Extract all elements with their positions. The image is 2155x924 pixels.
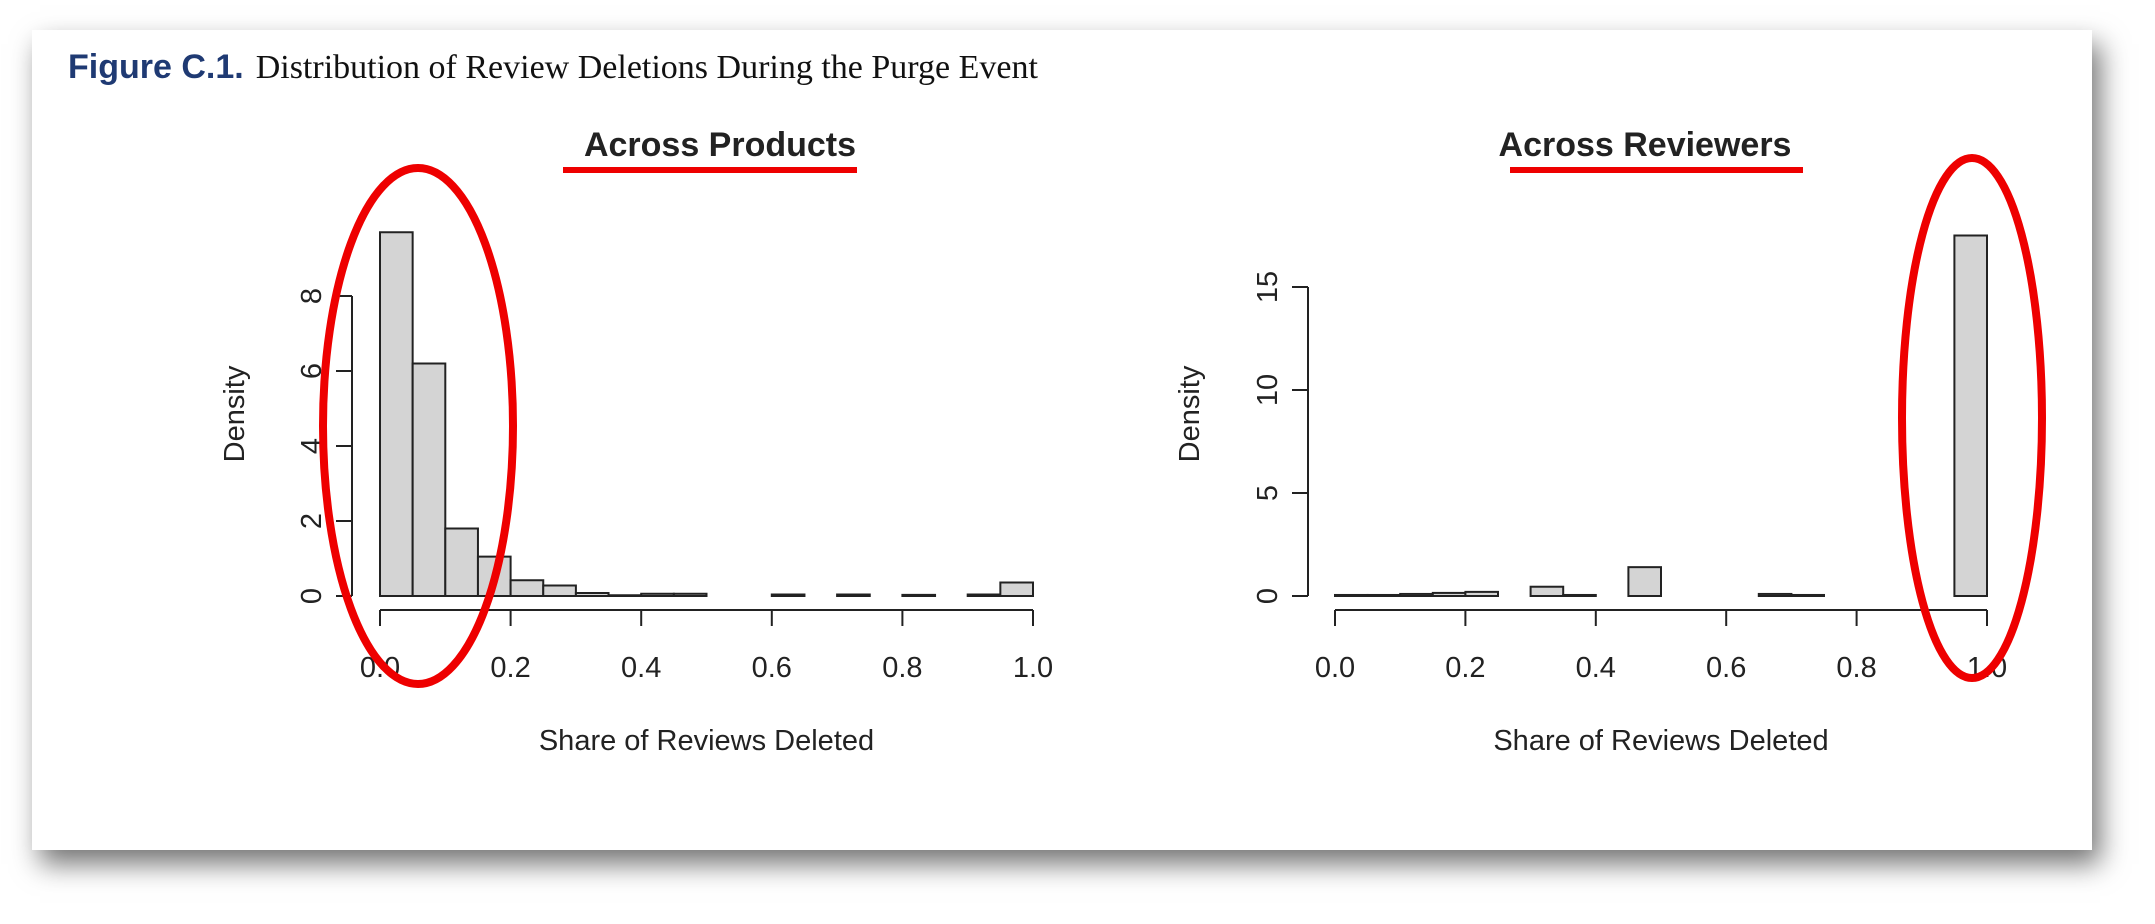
figure-card [32, 30, 2092, 850]
histogram-bar [1627, 566, 1663, 597]
y-axis-label: Density [219, 365, 251, 462]
chart-title: Across Reviewers [1499, 126, 1792, 164]
figure-caption: Distribution of Review Deletions During … [255, 49, 1038, 86]
y-tick-label: 8 [296, 288, 328, 304]
x-tick-label: 0.6 [1706, 652, 1746, 684]
histogram-bar [509, 579, 545, 597]
x-axis-label: Share of Reviews Deleted [1493, 725, 1828, 757]
x-tick-label: 0.4 [1576, 652, 1616, 684]
histogram-bar [1953, 234, 1989, 597]
x-tick-label: 0.2 [1445, 652, 1485, 684]
y-tick-label: 0 [1252, 588, 1284, 604]
y-axis-label: Density [1174, 365, 1206, 462]
y-tick-label: 15 [1252, 271, 1284, 303]
x-tick-label: 0.0 [1315, 652, 1355, 684]
histogram-bar [574, 592, 610, 597]
x-axis-label: Share of Reviews Deleted [539, 725, 874, 757]
histogram-bar [1366, 593, 1402, 597]
highlight-ellipse [1898, 154, 2046, 682]
histogram-bar [607, 594, 643, 597]
x-tick-label: 0.6 [752, 652, 792, 684]
histogram-bar [999, 581, 1034, 597]
x-tick-label: 1.0 [1013, 652, 1053, 684]
histogram-bar [1334, 593, 1369, 597]
histogram-bar [1757, 592, 1793, 598]
y-tick-label: 6 [296, 363, 328, 379]
histogram-bar [444, 527, 479, 597]
y-tick-label: 5 [1252, 485, 1284, 501]
figure-title: Figure C.1. Distribution of Review Deleti… [68, 48, 1038, 87]
histogram-bar [770, 593, 806, 597]
histogram-bar [1529, 585, 1565, 597]
histogram-bar [1562, 593, 1597, 597]
histogram-bar [640, 592, 675, 597]
y-tick-label: 10 [1252, 374, 1284, 406]
chart-title: Across Products [584, 126, 856, 164]
x-tick-label: 0.8 [882, 652, 922, 684]
histogram-bar [411, 362, 447, 597]
histogram-bar [836, 593, 871, 597]
histogram-bar [379, 231, 414, 597]
y-tick-label: 2 [296, 513, 328, 529]
figure-number: Figure C.1. [68, 48, 244, 86]
highlight-ellipse [319, 164, 517, 688]
histogram-bar [1464, 590, 1500, 598]
histogram-bar [1790, 593, 1826, 597]
histogram-bar [672, 592, 708, 597]
y-tick-label: 0 [296, 588, 328, 604]
x-tick-label: 0.4 [621, 652, 661, 684]
histogram-bar [1431, 591, 1467, 597]
x-tick-label: 0.8 [1836, 652, 1876, 684]
histogram-bar [542, 584, 577, 597]
histogram-bar [966, 593, 1002, 597]
histogram-bar [1399, 592, 1434, 598]
x-tick-label: 0.2 [490, 652, 530, 684]
histogram-bar [901, 593, 937, 597]
